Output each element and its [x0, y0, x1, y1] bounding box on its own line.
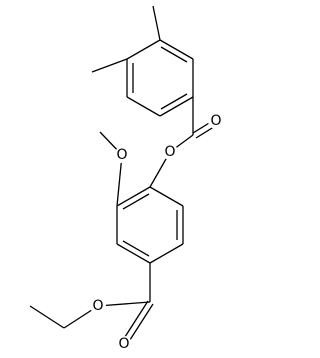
bond [152, 5, 161, 41]
bond [149, 243, 184, 264]
bond [116, 154, 123, 207]
atom-label: O [164, 144, 175, 160]
structure-diagram: O O O O O [29, 5, 224, 352]
bonds [29, 5, 218, 344]
atom-label: O [210, 113, 221, 129]
bond [127, 303, 154, 344]
bond-inner [160, 93, 188, 110]
bond [91, 58, 128, 73]
bond [159, 96, 194, 117]
atom-label: O [116, 147, 127, 163]
atom-bg [114, 147, 130, 163]
atom-bg [162, 144, 178, 160]
bond-inner [160, 46, 188, 63]
atom-bg [208, 113, 224, 129]
bond [122, 300, 149, 341]
bond [97, 301, 151, 307]
bond [116, 186, 151, 207]
bond [126, 39, 161, 60]
bond [159, 39, 194, 60]
atom-label: O [118, 336, 129, 352]
atom-bg [116, 336, 132, 352]
bond [116, 243, 151, 264]
bond-inner [122, 240, 150, 257]
bond-inner [122, 193, 150, 210]
bond [126, 96, 161, 117]
bond [29, 305, 65, 329]
atom-label: O [92, 298, 103, 314]
atom-labels: O O O O O [90, 113, 224, 352]
bond [149, 186, 184, 207]
atom-bg [90, 298, 106, 314]
